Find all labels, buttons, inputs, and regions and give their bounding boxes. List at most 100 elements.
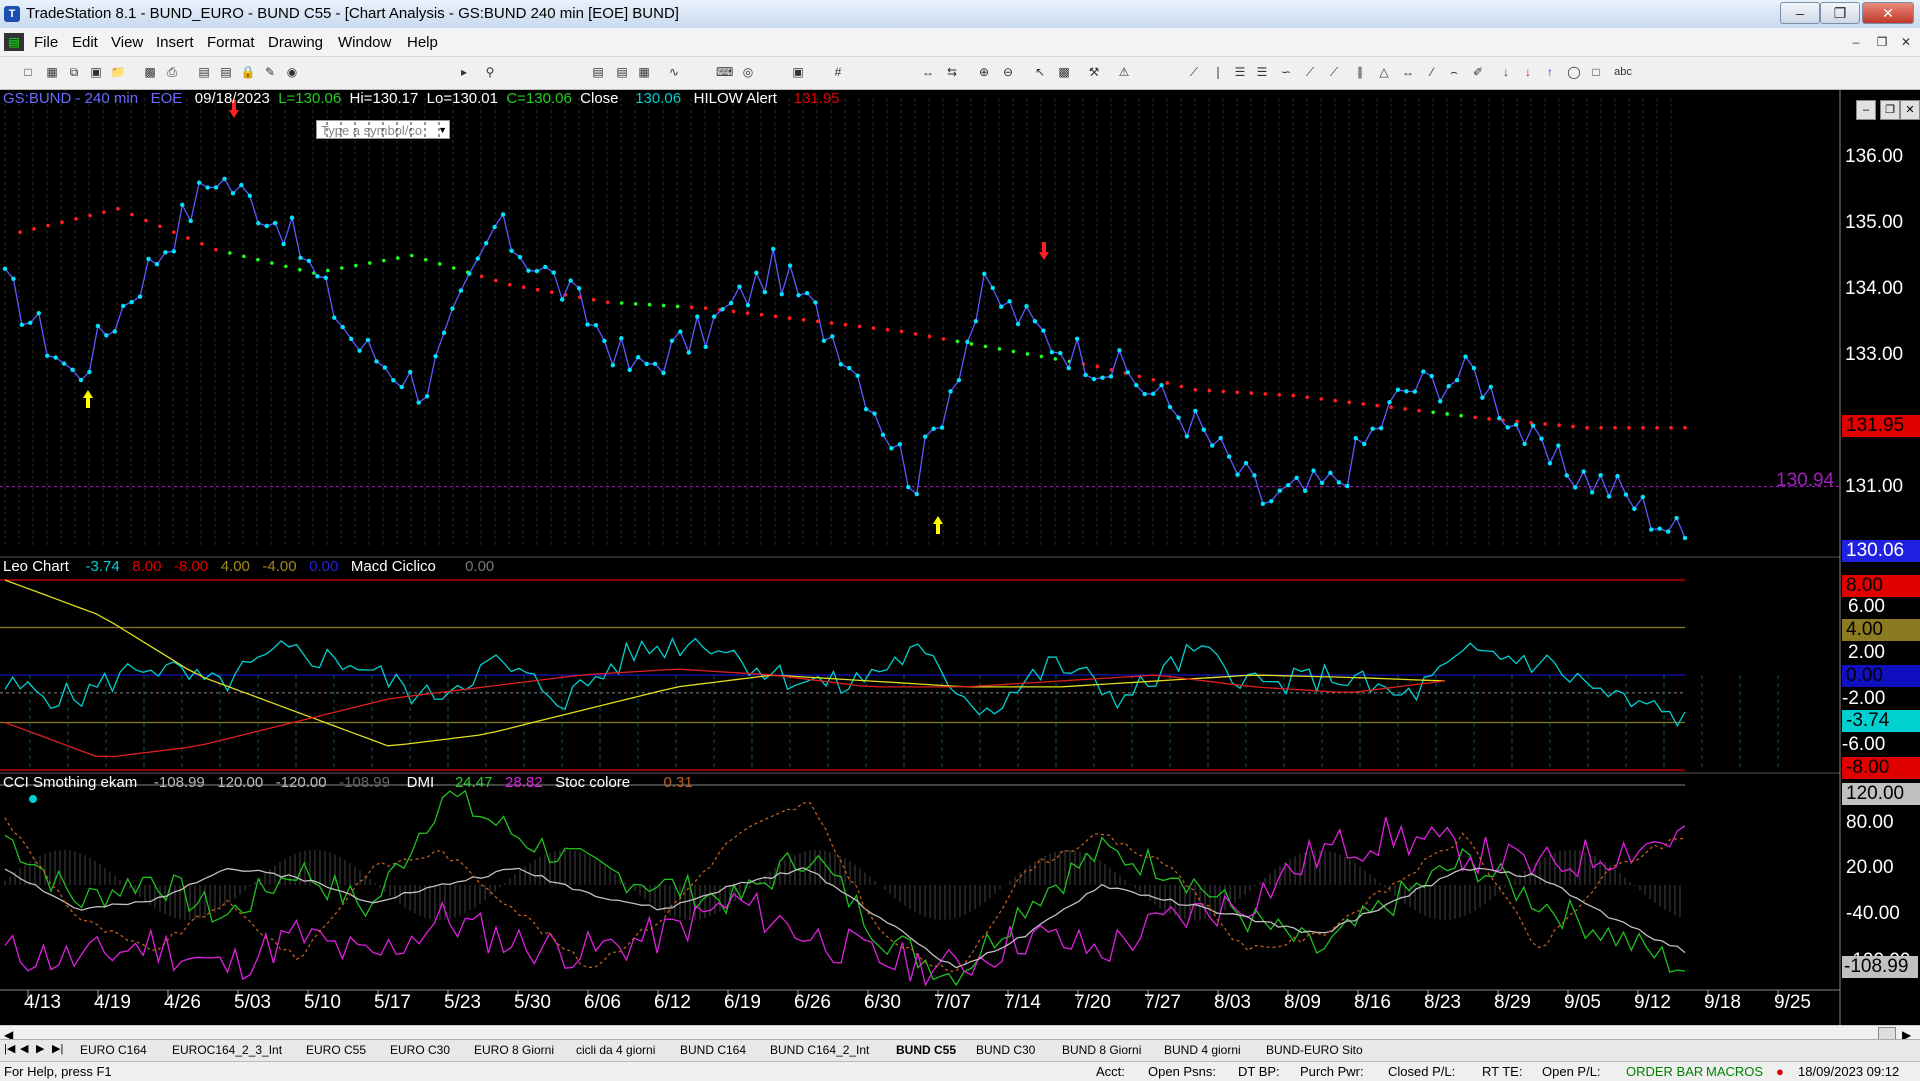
scroll-right-icon[interactable]: ▶ [1902,1028,1912,1042]
arrow-up-icon[interactable]: ↑ [1547,65,1553,79]
chart-canvas[interactable] [0,90,1920,1025]
ellipse-icon[interactable]: ◯ [1567,65,1581,79]
menu-window[interactable]: Window [338,34,392,51]
format-icon[interactable]: ✎ [264,65,276,79]
tools-icon[interactable]: ⚒ [1088,65,1100,79]
macros-button[interactable]: MACROS [1706,1064,1764,1079]
hilow-alert-label: HILOW Alert [693,90,777,107]
tab-bund-4-giorni[interactable]: BUND 4 giorni [1164,1043,1241,1057]
bar-chart-icon[interactable]: ▤ [616,65,628,79]
chart-area[interactable]: GS:BUND - 240 min EOE 09/18/2023 L=130.0… [0,90,1920,1025]
menu-drawing[interactable]: Drawing [268,34,324,51]
parallel-lines-icon[interactable]: ∥ [1357,65,1363,79]
compress-icon[interactable]: ⇆ [946,65,958,79]
chart-type-icon[interactable]: ▤ [592,65,604,79]
tab-nav-prev-icon[interactable]: ◀ [20,1043,29,1055]
lookup-icon[interactable]: ⚲ [485,65,495,79]
tab-bund-euro-sito[interactable]: BUND-EURO Sito [1266,1043,1363,1057]
menu-view[interactable]: View [111,34,144,51]
open-folder-icon[interactable]: 📁 [110,65,126,79]
subchart-close-button[interactable]: ✕ [1900,100,1920,120]
order-bar-button[interactable]: ORDER BAR [1626,1064,1704,1079]
subchart-minimize-button[interactable]: – [1856,100,1876,120]
arrow-down-red-icon[interactable]: ↓ [1503,65,1509,79]
zoom-out-icon[interactable]: ⊖ [1002,65,1014,79]
maximize-button[interactable]: ❐ [1820,2,1860,24]
moving-average-point [409,253,414,258]
print-icon[interactable]: ⎙ [167,65,177,79]
close-button[interactable]: ✕ [1862,2,1914,24]
menu-format[interactable]: Format [207,34,255,51]
minimize-button[interactable]: – [1780,2,1820,24]
speedline-icon[interactable]: ∽ [1280,65,1292,79]
tab-euro-c164[interactable]: EURO C164 [80,1043,147,1057]
mdi-minimize-button[interactable]: – [1852,35,1860,49]
radar-icon[interactable]: ◎ [742,65,754,79]
data-window-icon[interactable]: ▩ [1058,65,1070,79]
plugin-icon[interactable]: ◉ [286,65,298,79]
grid-icon[interactable]: ▦ [638,65,650,79]
new-workspace-icon[interactable]: ▦ [46,65,58,79]
scroll-left-icon[interactable]: ◀ [4,1028,14,1042]
new-window-icon[interactable]: ▣ [90,65,102,79]
tab-euro-c30[interactable]: EURO C30 [390,1043,451,1057]
tab-nav-next-icon[interactable]: ▶ [36,1043,45,1055]
arc-icon[interactable]: ⌢ [1450,65,1458,79]
expand-icon[interactable]: ↔ [922,65,934,79]
tab-bund-c55[interactable]: BUND C55 [896,1043,957,1057]
channel-icon[interactable]: ∕ [1430,65,1433,79]
fibonacci-icon[interactable]: ☰ [1256,65,1268,79]
mdi-restore-button[interactable]: ❐ [1876,35,1888,49]
arrow-down-icon[interactable]: ↓ [1525,65,1531,79]
andrews-pitchfork-icon[interactable]: ⟋ [1329,65,1339,79]
subchart-restore-button[interactable]: ❐ [1880,100,1900,120]
tab-cicli-da-4-giorni[interactable]: cicli da 4 giorni [576,1043,656,1057]
hilow-alert-value: 131.95 [793,90,840,107]
tab-nav-last-icon[interactable]: ▶| [52,1043,64,1055]
indicator-icon[interactable]: ∿ [668,65,680,79]
zoom-in-icon[interactable]: ⊕ [978,65,990,79]
window-cascade-icon[interactable]: ▤ [198,65,210,79]
moving-average-point [941,337,946,341]
trendline-icon[interactable]: ⟋ [1189,65,1199,79]
tab-bund-c30[interactable]: BUND C30 [976,1043,1036,1057]
triangle-icon[interactable]: △ [1379,65,1389,79]
text-icon[interactable]: abc [1614,66,1632,78]
horizontal-lines-icon[interactable]: ☰ [1234,65,1246,79]
price-point [939,425,945,430]
tab-bund-8-giorni[interactable]: BUND 8 Giorni [1062,1043,1142,1057]
strategy-icon[interactable]: ⌨ [716,65,734,79]
save-icon[interactable]: ▩ [144,65,156,79]
gann-fan-icon[interactable]: ⟋ [1305,65,1315,79]
new-icon[interactable]: □ [24,65,32,79]
vertical-lines-icon[interactable]: ❘ [1212,65,1224,79]
price-point [264,223,269,229]
tab-bund-c164[interactable]: BUND C164 [680,1043,747,1057]
menu-insert[interactable]: Insert [156,34,194,51]
chevron-down-icon[interactable]: ▼ [438,125,447,135]
chart-window-icon[interactable]: ▤ [4,33,24,51]
tab-euro-c55[interactable]: EURO C55 [306,1043,367,1057]
play-icon[interactable]: ▸ [460,65,468,79]
tab-euroc164-2-3-int[interactable]: EUROC164_2_3_Int [172,1043,283,1057]
freehand-icon[interactable]: ✐ [1472,65,1484,79]
tab-bund-c164-2-int[interactable]: BUND C164_2_Int [770,1043,870,1057]
menu-edit[interactable]: Edit [72,34,98,51]
menu-file[interactable]: File [34,34,59,51]
alerts-icon[interactable]: ⚠ [1118,65,1130,79]
lock-icon[interactable]: 🔒 [240,65,256,79]
tab-euro-8-giorni[interactable]: EURO 8 Giorni [474,1043,555,1057]
cci-value-1: -108.99 [153,774,205,791]
pointer-icon[interactable]: ↖ [1034,65,1046,79]
rectangle-icon[interactable]: □ [1592,65,1600,79]
tab-nav-first-icon[interactable]: |◀ [4,1043,16,1055]
mdi-close-button[interactable]: ✕ [1900,35,1912,49]
copy-icon[interactable]: ⧉ [69,65,79,79]
hash-icon[interactable]: # [834,65,842,79]
menu-help[interactable]: Help [407,34,438,51]
window-tile-icon[interactable]: ▤ [220,65,232,79]
arrow-both-icon[interactable]: ↔ [1402,65,1414,79]
moving-average-point [1249,391,1254,395]
price-point [973,319,979,324]
dataset-icon[interactable]: ▣ [792,65,804,79]
